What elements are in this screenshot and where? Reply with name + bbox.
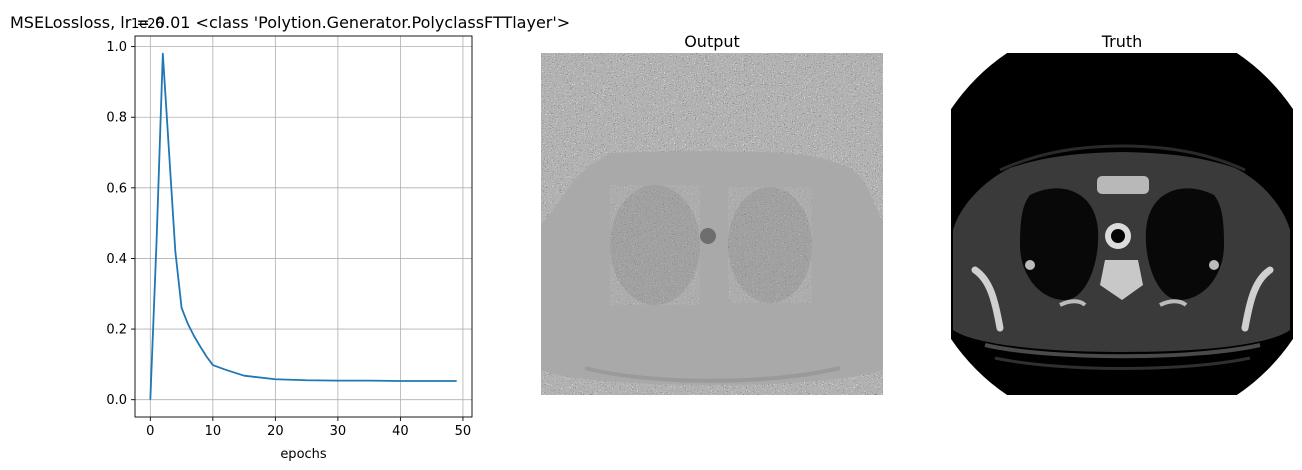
x-tick-label: 20 bbox=[267, 424, 284, 439]
loss-line-chart: 0 10 20 30 40 50 0.0 0.2 0.4 0.6 0.8 1.0 1e26 epoc… bbox=[10, 13, 570, 462]
x-tick-label: 40 bbox=[392, 424, 409, 439]
loss-series-line bbox=[149, 52, 457, 400]
y-tick-label: 0.4 bbox=[106, 252, 127, 267]
output-body-region bbox=[541, 151, 883, 385]
x-axis-ticks: 0 10 20 30 40 50 bbox=[146, 417, 471, 439]
x-gridlines bbox=[149, 36, 464, 417]
y-offset-text: 1e26 bbox=[131, 17, 164, 32]
y-tick-label: 0.8 bbox=[106, 111, 127, 126]
truth-title: Truth bbox=[1101, 32, 1143, 51]
y-tick-label: 0.0 bbox=[106, 393, 127, 408]
truth-left-lung bbox=[1020, 188, 1099, 300]
output-title: Output bbox=[684, 32, 740, 51]
chart-title: MSELossloss, lr = 0.01 <class 'Polytion.… bbox=[10, 13, 570, 32]
x-tick-label: 30 bbox=[330, 424, 347, 439]
truth-image-panel: Truth bbox=[951, 32, 1293, 395]
truth-right-lung bbox=[1145, 188, 1224, 300]
x-tick-label: 10 bbox=[205, 424, 222, 439]
y-axis-ticks: 0.0 0.2 0.4 0.6 0.8 1.0 bbox=[106, 40, 135, 408]
x-tick-label: 0 bbox=[146, 424, 154, 439]
plot-frame bbox=[134, 35, 473, 418]
truth-ct-image bbox=[951, 53, 1293, 395]
x-tick-label: 50 bbox=[455, 424, 472, 439]
y-tick-label: 1.0 bbox=[106, 40, 127, 55]
output-image bbox=[541, 53, 883, 395]
y-tick-label: 0.6 bbox=[106, 181, 127, 196]
truth-sternum bbox=[1097, 176, 1149, 194]
output-image-panel: Output bbox=[541, 32, 883, 395]
y-tick-label: 0.2 bbox=[106, 323, 127, 338]
x-axis-label: epochs bbox=[280, 447, 327, 462]
y-gridlines bbox=[135, 46, 472, 401]
truth-spine bbox=[1100, 260, 1143, 300]
